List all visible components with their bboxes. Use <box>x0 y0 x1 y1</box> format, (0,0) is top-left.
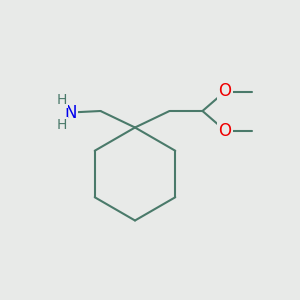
Text: H: H <box>57 93 67 107</box>
Text: N: N <box>64 103 77 122</box>
Text: O: O <box>218 122 232 140</box>
Text: H: H <box>57 118 67 132</box>
Text: O: O <box>218 82 232 100</box>
